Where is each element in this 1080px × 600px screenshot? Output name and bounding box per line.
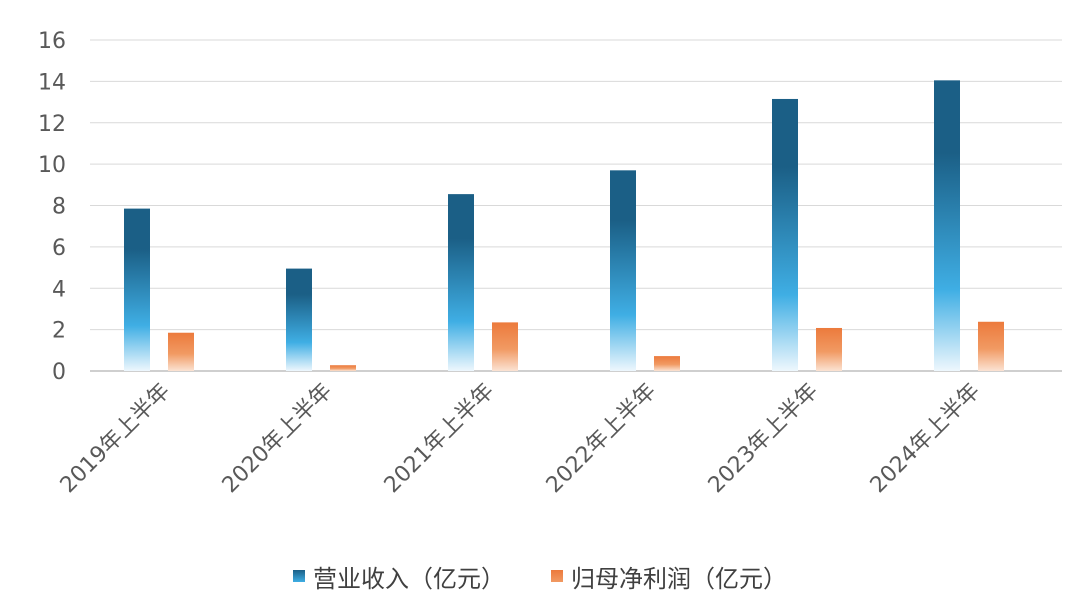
bar-net-profit xyxy=(654,356,680,371)
bar-revenue xyxy=(610,170,636,371)
bar-net-profit xyxy=(330,365,356,371)
legend: 营业收入（亿元） 归母净利润（亿元） xyxy=(0,558,1080,594)
x-tick-label: 2024年上半年 xyxy=(866,379,986,499)
legend-swatch-net-profit xyxy=(551,570,563,582)
y-tick-label: 16 xyxy=(38,29,66,54)
bar-net-profit xyxy=(492,322,518,371)
legend-label-revenue: 营业收入（亿元） xyxy=(313,564,505,593)
legend-label-net-profit: 归母净利润（亿元） xyxy=(571,564,787,593)
y-tick-label: 12 xyxy=(38,112,66,137)
y-tick-label: 4 xyxy=(52,277,66,302)
x-axis-labels: 2019年上半年 2020年上半年 2021年上半年 2022年上半年 2023年上半年… xyxy=(56,379,986,499)
y-tick-label: 6 xyxy=(52,236,66,261)
bar-revenue xyxy=(286,268,312,371)
y-axis-ticks: 0 2 4 6 8 10 12 14 16 xyxy=(38,29,66,385)
y-tick-label: 14 xyxy=(38,70,66,95)
bar-revenue xyxy=(772,98,798,371)
y-tick-label: 8 xyxy=(52,195,66,220)
bar-net-profit xyxy=(978,321,1004,371)
y-tick-label: 2 xyxy=(52,319,66,344)
y-tick-label: 0 xyxy=(52,360,66,385)
gridlines xyxy=(90,39,1062,372)
y-tick-label: 10 xyxy=(38,153,66,178)
x-tick-label: 2020年上半年 xyxy=(218,379,338,499)
bar-revenue xyxy=(124,208,150,371)
legend-swatch-revenue xyxy=(293,570,305,582)
x-tick-label: 2022年上半年 xyxy=(542,379,662,499)
legend-item-revenue: 营业收入（亿元） xyxy=(293,559,505,594)
legend-item-net-profit: 归母净利润（亿元） xyxy=(551,559,787,594)
x-tick-label: 2019年上半年 xyxy=(56,379,176,499)
x-tick-label: 2021年上半年 xyxy=(380,379,500,499)
bar-net-profit xyxy=(816,327,842,371)
bar-net-profit xyxy=(168,332,194,371)
bars xyxy=(124,80,1004,371)
bar-revenue xyxy=(934,80,960,371)
x-tick-label: 2023年上半年 xyxy=(704,379,824,499)
bar-revenue xyxy=(448,194,474,371)
